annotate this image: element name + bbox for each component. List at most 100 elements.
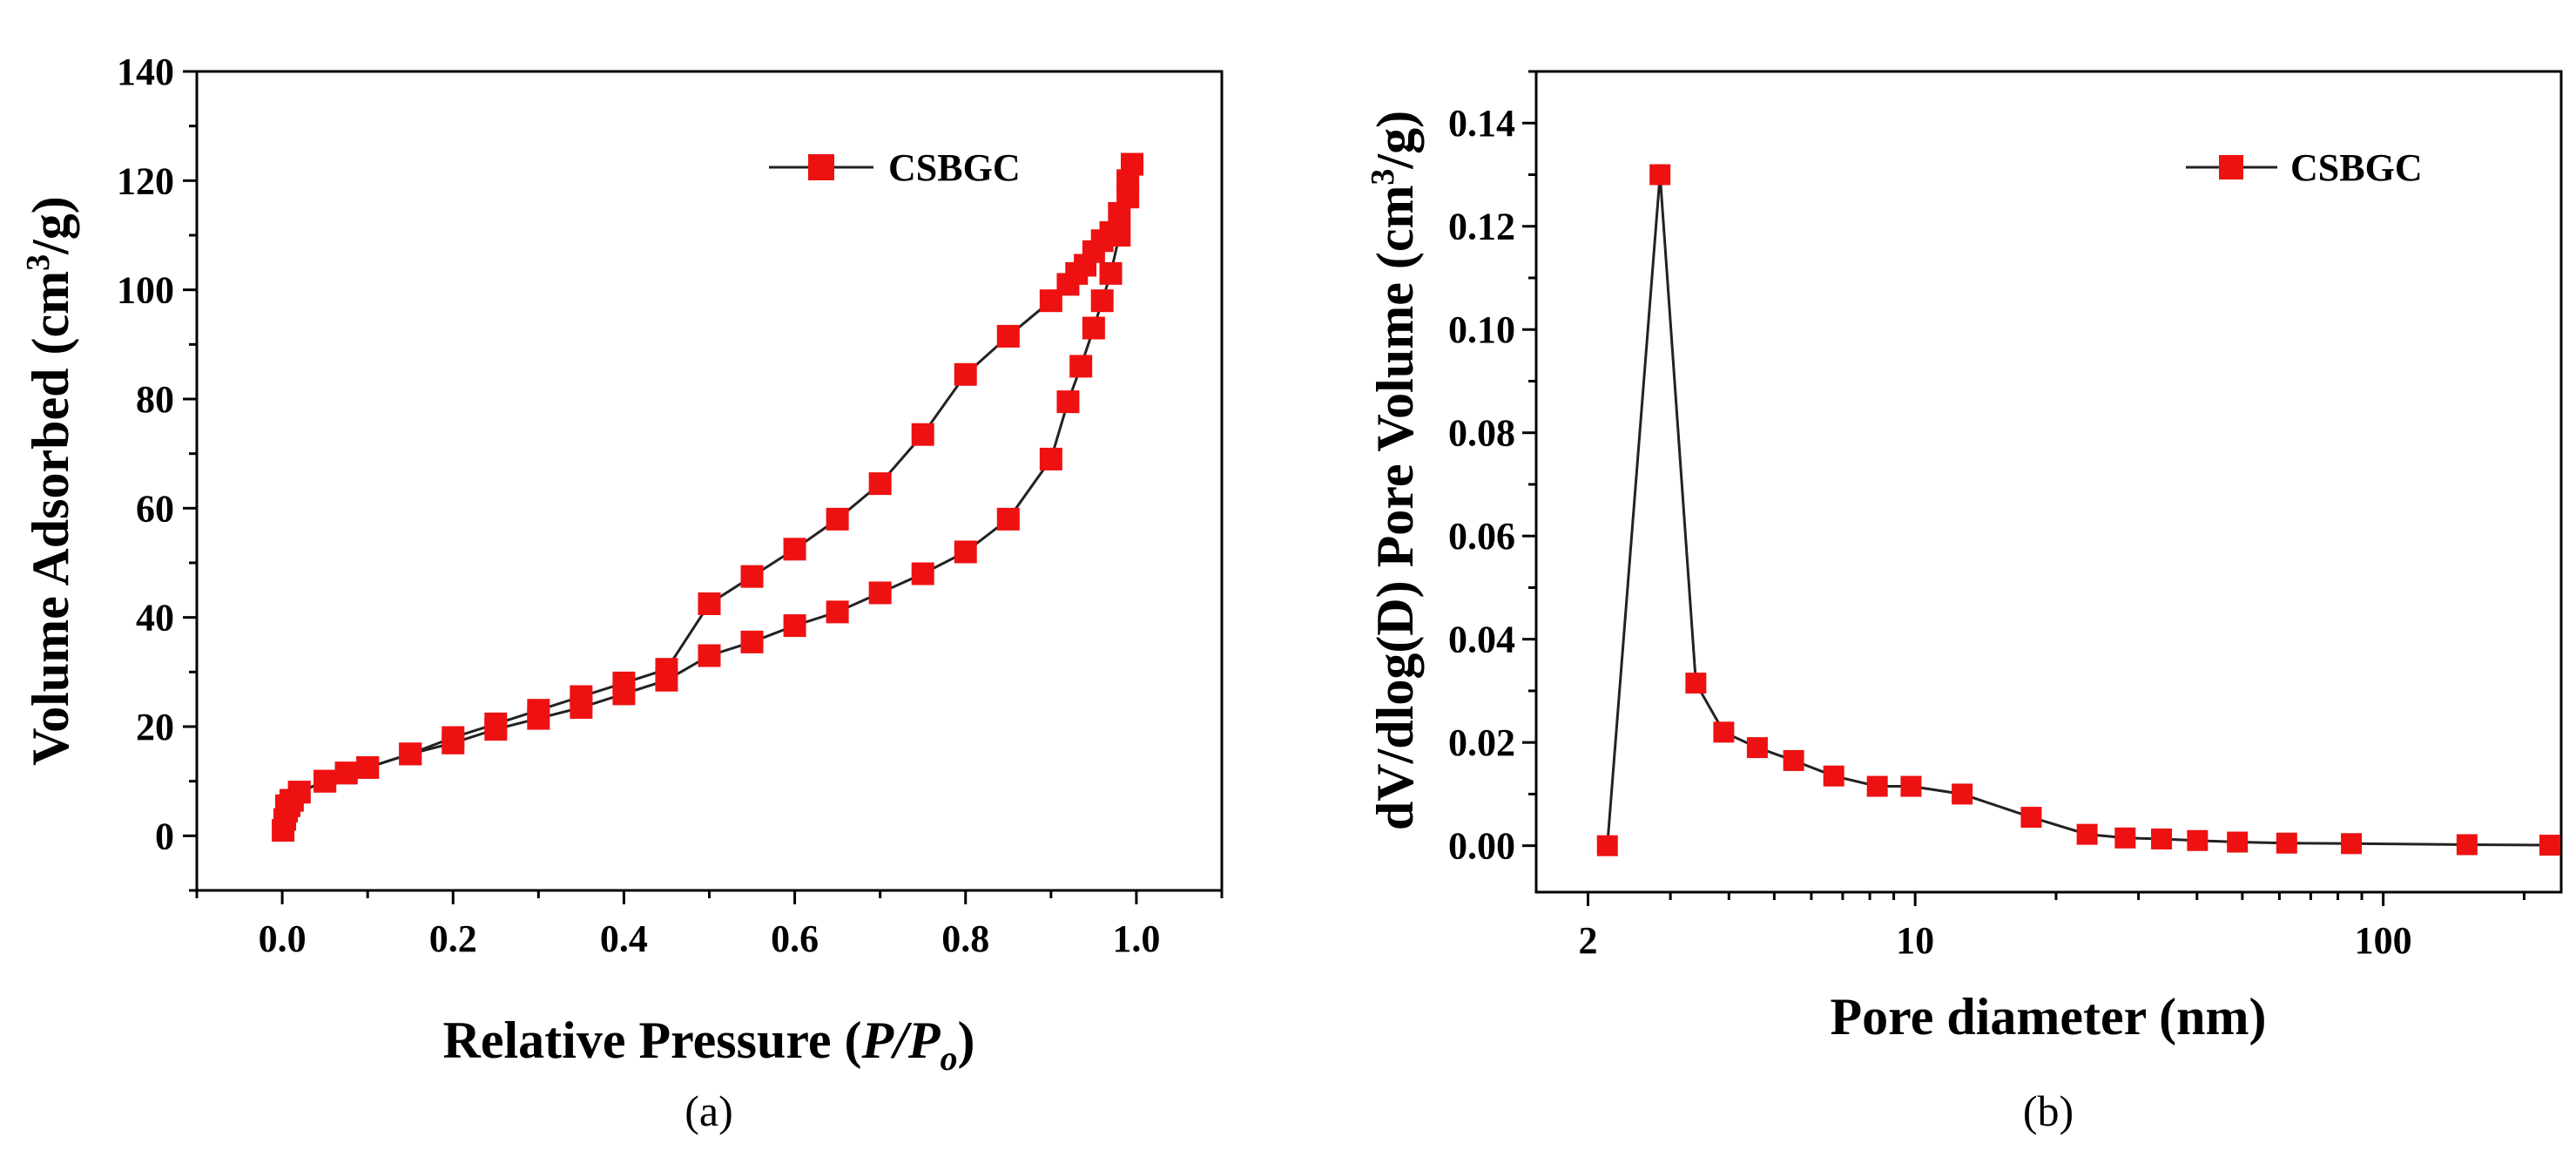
isotherm-desorption-point [484,712,508,735]
isotherm-series [272,152,1144,842]
isotherm-desorption-point [783,538,806,561]
pore-size-data-point [2276,832,2297,854]
pore-size-data-point [2114,827,2136,849]
isotherm-desorption-point [356,756,380,779]
isotherm-x-tick-label: 0.0 [259,917,307,960]
pore-size-data-point [1649,164,1671,186]
pore-size-y-tick-label: 0.04 [1448,619,1515,661]
isotherm-x-ticks: 0.0 0.2 0.4 0.6 0.8 1.0 [195,890,1224,960]
isotherm-adsorption-point [1082,316,1105,340]
isotherm-x-tick-label: 0.6 [771,917,819,960]
pore-size-y-tick-label: 0.12 [1448,206,1515,248]
pore-size-data-point [2020,807,2042,829]
isotherm-adsorption-point [1056,390,1080,414]
pore-size-x-tick-label: 10 [1896,919,1934,962]
isotherm-desorption-point [1039,289,1062,313]
isotherm-y-tick-label: 100 [117,269,174,312]
pore-size-data-point [2341,833,2363,855]
pore-size-data-point [1685,673,1707,694]
isotherm-adsorption-line [281,164,1134,831]
isotherm-x-tick-label: 0.8 [941,917,989,960]
pore-size-y-tick-label: 0.02 [1448,721,1515,764]
isotherm-y-tick-label: 40 [136,597,174,639]
isotherm-y-tick-label: 60 [136,487,174,530]
isotherm-desorption-point [399,742,422,766]
isotherm-panel-caption: (a) [684,1086,733,1135]
isotherm-y-tick-label: 120 [117,159,174,202]
isotherm-y-tick-label: 80 [136,378,174,421]
pore-size-data-point [1952,783,1973,805]
isotherm-desorption-point [527,699,550,722]
pore-size-data-point [2456,834,2478,856]
pore-size-data-point [1783,749,1804,771]
pore-size-legend: CSBGC [2186,146,2423,189]
pore-size-legend-marker [2219,155,2243,179]
isotherm-adsorption-point [954,540,977,564]
pore-size-x-tick-label: 2 [1578,919,1597,962]
isotherm-x-tick-label: 0.2 [429,917,477,960]
isotherm-adsorption-point [868,581,892,605]
isotherm-adsorption-point [783,614,806,638]
isotherm-adsorption-point [1069,355,1093,378]
isotherm-legend: CSBGC [769,146,1021,189]
isotherm-y-tick-label: 20 [136,706,174,748]
isotherm-legend-marker [808,154,834,180]
isotherm-adsorption-point [1099,261,1123,285]
pore-size-data-point [1823,765,1844,787]
pore-size-y-tick-label: 0.00 [1448,825,1515,868]
pore-size-x-ticks: 2 10 100 [1578,892,2525,962]
pore-size-legend-label: CSBGC [2290,146,2423,189]
isotherm-adsorption-point [740,630,764,653]
isotherm-y-axis-title: Volume Adsorbed (cm3/g) [20,196,79,765]
isotherm-desorption-point [826,507,849,531]
isotherm-desorption-point [274,794,298,817]
pore-size-y-tick-label: 0.06 [1448,515,1515,558]
pore-size-y-ticks: 0.00 0.02 0.04 0.06 0.08 0.10 0.12 0.14 [1448,70,1536,868]
isotherm-desorption-point [868,472,892,496]
pore-size-plot-frame [1534,70,2563,894]
isotherm-desorption-point [655,658,678,681]
isotherm-desorption-point [954,362,977,386]
pore-size-data-point [1866,775,1888,797]
pore-size-data-point [2151,828,2173,849]
isotherm-adsorption-point [911,562,934,585]
pore-size-data-point [1713,721,1735,743]
pore-size-y-axis-title: dV/dlog(D) Pore Volume (cm3/g) [1365,111,1424,830]
isotherm-desorption-point [1108,201,1131,225]
isotherm-legend-label: CSBGC [888,146,1021,189]
pore-size-panel: 2 10 100 0.000.020.040.060.080.100.120.14 … [1365,70,2563,1135]
pore-size-series [1596,164,2561,856]
pore-size-y-tick-label: 0.14 [1448,102,1515,145]
isotherm-desorption-point [911,423,934,446]
isotherm-x-axis-title: Relative Pressure (P/Po) [443,1012,975,1078]
isotherm-adsorption-point [698,644,721,667]
pore-size-x-axis-title: Pore diameter (nm) [1831,988,2267,1045]
isotherm-y-tick-label: 0 [155,815,174,857]
isotherm-y-ticks: 0 20 40 60 80 100 120 140 [117,51,197,892]
isotherm-desorption-point [612,671,636,694]
isotherm-desorption-point [996,324,1020,348]
pore-size-data-point [2187,829,2208,851]
isotherm-desorption-line [285,164,1134,807]
pore-size-y-tick-label: 0.10 [1448,308,1515,351]
isotherm-adsorption-point [1039,447,1062,470]
isotherm-adsorption-point [996,507,1020,531]
pore-size-data-point [1596,835,1618,856]
isotherm-desorption-point [1116,169,1140,193]
isotherm-x-tick-label: 1.0 [1112,917,1160,960]
pore-size-panel-caption: (b) [2023,1086,2074,1135]
isotherm-desorption-point [740,565,764,588]
pore-size-data-point [2227,831,2249,853]
isotherm-y-tick-label: 140 [117,51,174,93]
isotherm-desorption-point [442,726,465,749]
isotherm-adsorption-point [826,600,849,624]
pore-size-data-point [2539,835,2561,856]
pore-size-data-point [2076,823,2098,845]
isotherm-adsorption-point [1090,289,1114,313]
pore-size-data-point [1900,775,1922,797]
isotherm-x-tick-label: 0.4 [600,917,648,960]
isotherm-panel: 0.0 0.2 0.4 0.6 0.8 1.0 0 20 40 60 80 100 120 140 CS… [20,51,1224,1135]
isotherm-desorption-point [334,761,358,785]
pore-size-x-tick-label: 100 [2355,919,2412,962]
